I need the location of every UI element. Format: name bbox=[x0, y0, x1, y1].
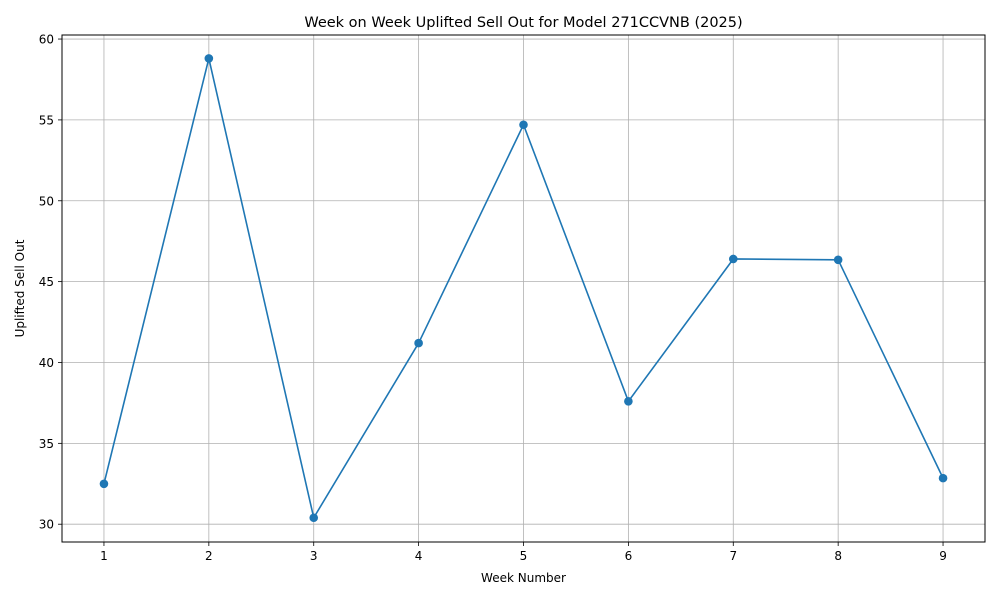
data-point bbox=[519, 120, 528, 130]
data-point bbox=[728, 254, 738, 264]
x-tick-label: 5 bbox=[520, 549, 528, 563]
data-point bbox=[204, 54, 214, 63]
y-tick-label: 30 bbox=[39, 518, 54, 532]
y-tick-label: 40 bbox=[39, 356, 54, 370]
data-point bbox=[938, 473, 948, 483]
y-tick-label: 45 bbox=[39, 275, 54, 289]
x-tick-label: 9 bbox=[939, 549, 947, 563]
x-tick-label: 2 bbox=[205, 549, 213, 563]
chart-title: Week on Week Uplifted Sell Out for Model… bbox=[304, 15, 742, 31]
y-axis-label: Uplifted Sell Out bbox=[13, 239, 27, 337]
data-point bbox=[414, 338, 423, 348]
data-point bbox=[833, 255, 843, 265]
y-tick-label: 60 bbox=[39, 33, 54, 47]
x-tick-label: 6 bbox=[625, 549, 633, 563]
x-tick-label: 7 bbox=[729, 549, 737, 563]
series-markers bbox=[99, 54, 948, 523]
y-tick-label: 55 bbox=[39, 113, 54, 127]
data-point bbox=[99, 479, 109, 489]
x-axis-ticks: 1 2 3 4 5 6 7 8 9 bbox=[100, 542, 947, 563]
x-axis-label: Week Number bbox=[481, 571, 566, 585]
y-axis-ticks: 30 35 40 45 50 55 60 bbox=[39, 33, 62, 532]
x-tick-label: 1 bbox=[100, 549, 108, 563]
y-tick-label: 50 bbox=[39, 194, 54, 208]
data-point bbox=[624, 397, 633, 406]
grid bbox=[62, 35, 985, 542]
x-tick-label: 3 bbox=[310, 549, 318, 563]
x-tick-label: 4 bbox=[415, 549, 423, 563]
y-tick-label: 35 bbox=[39, 437, 54, 451]
data-point bbox=[309, 513, 319, 523]
x-tick-label: 8 bbox=[834, 549, 842, 563]
